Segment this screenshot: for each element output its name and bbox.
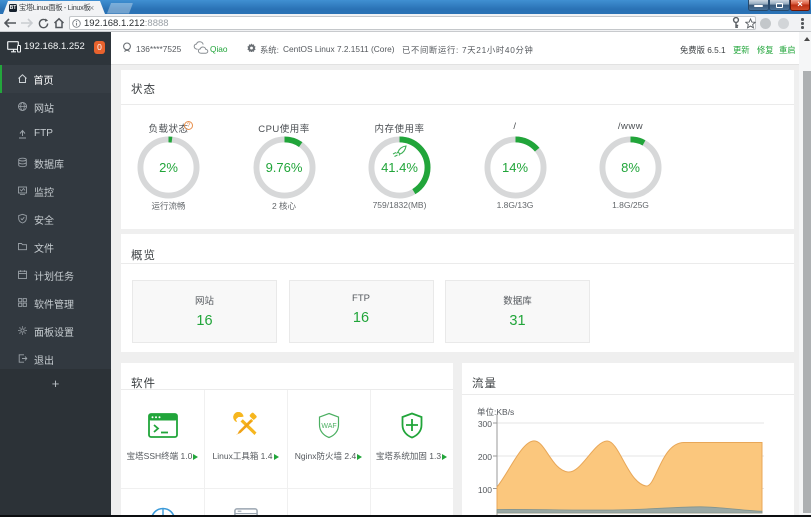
svg-text:WAF: WAF	[321, 423, 336, 430]
